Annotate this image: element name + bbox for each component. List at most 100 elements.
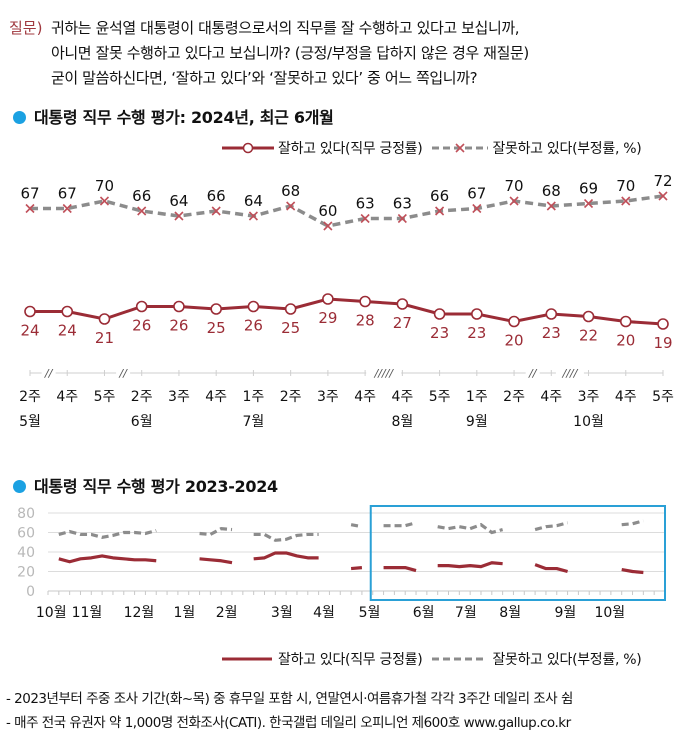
negative-data-label: 67: [467, 185, 486, 203]
axis-break-mark: /////: [373, 367, 394, 380]
positive-point-marker: [322, 293, 334, 305]
y-tick-label: 20: [17, 565, 35, 581]
negative-data-label: 68: [542, 182, 561, 200]
axis-break-bg: [525, 368, 540, 377]
legend-negative-swatch-icon: [432, 657, 487, 661]
negative-data-label: 72: [653, 172, 672, 190]
x-tick-label: 5주: [94, 389, 116, 405]
x-tick-label: 4주: [56, 389, 78, 405]
negative-point-marker: [248, 211, 258, 221]
positive-point-marker: [173, 300, 185, 313]
axis-break-bg: [116, 368, 131, 377]
question-line-1: 귀하는 윤석열 대통령이 대통령으로서의 직무를 잘 수행하고 있다고 보십니까…: [51, 19, 520, 37]
positive-point-marker: [508, 315, 520, 328]
x-month-label: 7월: [455, 605, 477, 621]
positive-point-marker: [396, 298, 409, 310]
negative-data-label: 63: [356, 195, 375, 213]
positive-data-label: 25: [207, 319, 226, 337]
positive-data-label: 23: [430, 324, 449, 342]
x-tick-label: 2주: [280, 389, 302, 405]
positive-data-label: 28: [356, 312, 375, 330]
negative-point-marker: [323, 221, 333, 231]
question-line-3: 굳이 말씀하신다면, ‘잘하고 있다’와 ‘잘못하고 있다’ 중 어느 쪽입니까…: [51, 69, 478, 87]
question-line-2: 아니면 잘못 수행하고 있다고 보십니까? (긍정/부정을 답하지 않은 경우 …: [51, 44, 529, 62]
legend-positive-swatch-icon: [222, 657, 272, 661]
negative-data-label: 60: [318, 202, 337, 220]
month-label: 8월: [391, 414, 413, 430]
legend-negative-label: 잘못하고 있다(부정률, %): [492, 141, 642, 157]
positive-data-label: 23: [542, 324, 561, 342]
positive-data-label: 20: [616, 332, 635, 350]
positive-point-marker: [657, 318, 669, 330]
positive-data-label: 21: [95, 329, 114, 347]
x-month-label: 6월: [413, 605, 435, 621]
positive-point-marker: [98, 313, 111, 325]
highlight-box: [369, 505, 666, 601]
x-month-label: 4월: [313, 605, 335, 621]
negative-series-segment: [253, 532, 319, 542]
negative-point-marker: [397, 213, 407, 224]
axis-break-bg: [366, 368, 402, 377]
positive-point-marker: [619, 315, 632, 328]
month-label: 6월: [131, 414, 153, 430]
positive-point-marker: [433, 308, 446, 320]
negative-point-marker: [99, 196, 110, 206]
question-label: 질문): [9, 19, 43, 37]
negative-data-label: 67: [20, 185, 39, 203]
x-tick-label: 5주: [652, 389, 674, 405]
y-tick-label: 60: [17, 526, 35, 542]
positive-point-marker: [61, 305, 74, 318]
positive-point-marker: [24, 305, 36, 318]
positive-series-segment: [383, 565, 417, 573]
positive-data-label: 23: [467, 324, 486, 342]
positive-data-label: 24: [20, 322, 39, 340]
legend-negative-label: 잘못하고 있다(부정률, %): [492, 652, 642, 668]
negative-data-label: 70: [95, 177, 114, 195]
positive-data-label: 25: [281, 319, 300, 337]
positive-series-segment: [253, 551, 319, 561]
negative-point-marker: [658, 191, 668, 201]
x-tick-label: 2주: [503, 389, 525, 405]
x-tick-label: 5주: [429, 389, 451, 405]
x-month-label: 5월: [359, 605, 381, 621]
negative-series-segment: [621, 519, 644, 527]
positive-series-segment: [199, 557, 233, 565]
x-tick-label: 4주: [354, 389, 376, 405]
x-month-label: 10월: [594, 605, 625, 621]
positive-series-segment: [58, 554, 157, 564]
positive-point-marker: [284, 303, 297, 315]
y-tick-label: 40: [17, 545, 35, 561]
negative-series-segment: [350, 523, 363, 529]
legend-positive-swatch-icon: [222, 142, 274, 154]
section-title-longterm: 대통령 직무 수행 평가 2023-2024: [13, 473, 278, 497]
positive-point-marker: [247, 300, 260, 313]
legend-negative-swatch-icon: [432, 143, 489, 153]
negative-data-label: 66: [132, 187, 151, 205]
legend-positive-label: 잘하고 있다(직무 긍정률): [278, 652, 423, 668]
positive-point-marker: [359, 295, 371, 308]
bullet-dot-icon: [13, 111, 26, 124]
month-label: 9월: [466, 414, 488, 430]
positive-data-label: 26: [244, 317, 263, 335]
month-label: 5월: [19, 414, 41, 430]
negative-data-label: 69: [579, 180, 598, 198]
x-tick-label: 1주: [243, 389, 265, 405]
negative-series-segment: [534, 521, 568, 532]
chart1-svg: ///////////////2주 4주 5주 2주 3주 4주 1주 2주 3주 4주 4주 5주 1…: [19, 172, 674, 430]
negative-point-marker: [583, 198, 594, 209]
positive-data-label: 19: [653, 334, 672, 352]
positive-point-marker: [210, 303, 222, 315]
positive-point-marker: [545, 308, 558, 320]
negative-point-marker: [174, 211, 184, 221]
negative-series-segment: [437, 522, 504, 535]
negative-point-marker: [435, 206, 445, 216]
axis-break-bg: [555, 368, 584, 377]
negative-point-marker: [25, 203, 35, 214]
axis-break-mark: //: [44, 367, 54, 380]
negative-point-marker: [211, 206, 221, 216]
negative-series-segment: [58, 529, 157, 540]
negative-point-marker: [546, 201, 556, 211]
negative-data-label: 66: [207, 187, 226, 205]
negative-data-label: 64: [169, 192, 188, 210]
